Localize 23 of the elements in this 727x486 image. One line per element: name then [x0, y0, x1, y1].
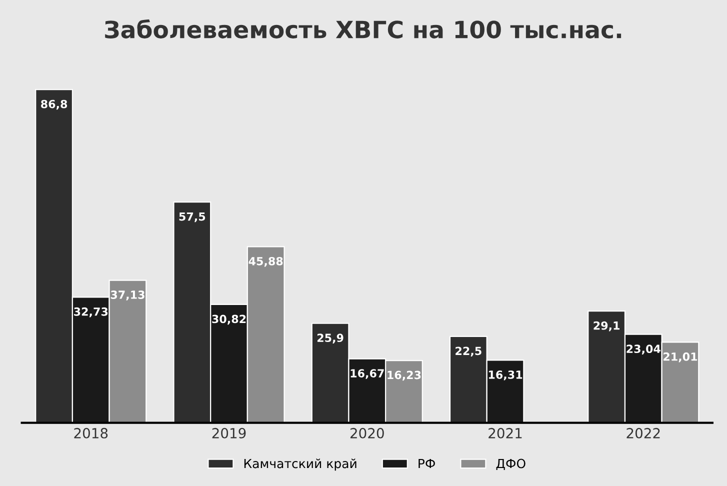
x-tick-label: 2019	[212, 428, 246, 438]
chart-title: Заболеваемость ХВГС на 100 тыс.нас.	[105, 19, 622, 38]
data-label: 37,13	[110, 290, 144, 300]
data-label: 22,5	[456, 346, 482, 357]
data-label: 29,1	[594, 321, 620, 332]
data-label: 30,82	[212, 314, 246, 325]
x-tick-label: 2022	[626, 428, 660, 438]
data-label: 25,9	[317, 334, 344, 344]
data-label: 16,67	[350, 369, 384, 379]
data-label: 57,5	[179, 212, 206, 222]
data-label: 16,23	[388, 370, 421, 381]
x-tick-label: 2021	[488, 428, 522, 438]
data-label: 86,8	[41, 100, 68, 110]
legend-label: Камчатский край	[244, 458, 356, 471]
data-label: 45,88	[248, 256, 283, 267]
x-tick-label: 2020	[350, 428, 384, 438]
data-label: 21,01	[664, 352, 698, 362]
legend-label: ДФО	[496, 458, 526, 470]
legend-label: РФ	[418, 458, 435, 468]
data-label: 16,31	[488, 370, 522, 380]
x-tick-label: 2018	[74, 428, 108, 438]
data-label: 23,04	[626, 344, 660, 354]
data-label: 32,73	[74, 307, 108, 318]
